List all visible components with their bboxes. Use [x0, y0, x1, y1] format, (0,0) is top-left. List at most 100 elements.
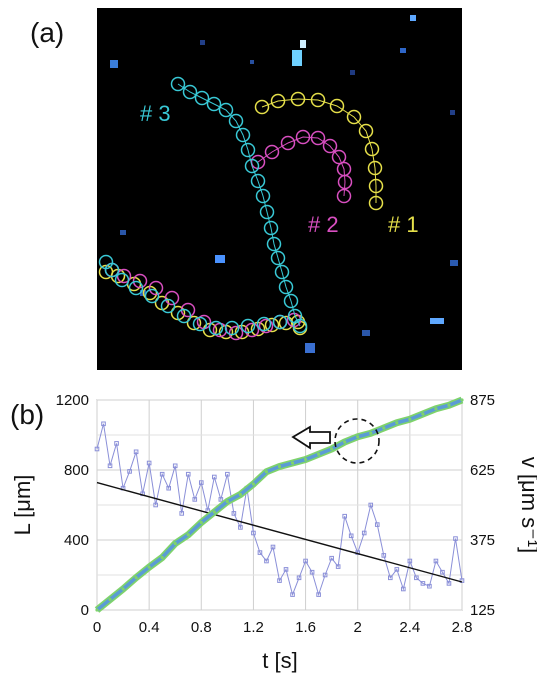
track-marker — [148, 280, 164, 296]
length-point — [343, 440, 347, 444]
speckle — [450, 260, 458, 266]
length-point — [277, 464, 282, 469]
velocity-point — [296, 575, 302, 581]
track-marker — [278, 279, 294, 295]
velocity-point — [153, 502, 158, 508]
velocity-point — [179, 511, 185, 516]
length-point — [460, 398, 464, 402]
length-point — [434, 407, 438, 411]
velocity-point — [440, 569, 445, 575]
y2-axis-label: v [μm s⁻¹] — [517, 457, 537, 553]
velocity-point — [94, 446, 100, 452]
velocity-point — [159, 471, 165, 477]
track-marker — [310, 130, 326, 146]
velocity-point — [433, 558, 439, 564]
speckle — [430, 318, 444, 324]
velocity-point — [348, 533, 354, 539]
track-marker — [358, 123, 374, 139]
length-point — [382, 426, 386, 430]
length-point — [330, 447, 334, 451]
track-marker — [240, 142, 256, 158]
track-marker — [270, 93, 286, 109]
track-marker — [346, 109, 362, 125]
dashed-circle-annotation — [334, 418, 380, 464]
length-point — [95, 608, 99, 612]
speckle — [292, 50, 302, 66]
length-point — [421, 412, 425, 416]
track-marker — [176, 308, 192, 324]
length-point — [369, 431, 373, 435]
track-marker — [322, 138, 338, 154]
length-point — [212, 510, 216, 514]
velocity-point — [101, 421, 106, 427]
track-marker — [244, 158, 260, 174]
track-marker — [367, 160, 383, 176]
velocity-point — [290, 592, 295, 597]
track-marker — [194, 90, 210, 106]
velocity-point — [133, 449, 139, 455]
velocity-point — [192, 497, 198, 502]
y-tick-label: 0 — [81, 602, 89, 619]
track-marker — [186, 315, 202, 331]
speckle — [250, 60, 254, 64]
track-marker — [274, 264, 290, 280]
x-axis-label: t [s] — [262, 648, 297, 673]
speckle — [200, 40, 205, 45]
length-point — [447, 403, 451, 407]
axis-ticks: 0 0.4 0.8 1.2 1.6 2 2.4 2.8 0 400 800 1200 125 375 625… — [56, 392, 495, 636]
velocity-point — [446, 581, 452, 586]
x-tick-label: 2.8 — [452, 619, 473, 636]
track-marker — [235, 127, 251, 143]
length-point — [356, 435, 360, 439]
length-point — [408, 417, 412, 421]
velocity-point — [114, 441, 119, 446]
track-marker — [280, 135, 296, 151]
velocity-point — [225, 471, 230, 477]
track-marker — [218, 102, 234, 118]
track-marker — [290, 91, 306, 107]
length-point — [160, 555, 164, 560]
length-point — [303, 457, 308, 462]
track-marker — [244, 322, 260, 338]
velocity-point — [459, 578, 465, 583]
length-point — [108, 597, 112, 602]
velocity-point — [277, 578, 282, 583]
x-tick-label: 2 — [354, 619, 362, 636]
y-tick-label: 800 — [64, 462, 89, 479]
speckle — [300, 40, 306, 48]
y2-tick-label: 875 — [470, 392, 495, 409]
length-point — [147, 565, 151, 569]
length-point — [238, 492, 242, 497]
velocity-point — [427, 583, 432, 589]
track-marker — [264, 144, 280, 160]
track-marker — [160, 298, 176, 314]
speckle — [110, 60, 118, 68]
speckle — [400, 48, 406, 53]
left-arrow-icon — [291, 425, 331, 450]
y2-tick-label: 375 — [470, 532, 495, 549]
velocity-point — [420, 581, 426, 586]
panel-a-label: (a) — [30, 17, 64, 48]
velocity-point — [172, 463, 178, 469]
length-point — [186, 533, 190, 537]
velocity-point — [309, 569, 315, 575]
track-marker — [364, 141, 380, 157]
track-marker — [270, 250, 286, 266]
track-marker — [329, 98, 345, 114]
track-marker — [295, 129, 311, 145]
panel-b-label: (b) — [10, 399, 44, 430]
track-marker — [368, 178, 384, 194]
x-tick-label: 0.4 — [139, 619, 160, 636]
velocity-point — [185, 471, 191, 477]
length-point — [317, 452, 321, 456]
speckle — [410, 15, 416, 21]
track-marker — [310, 92, 326, 108]
track-marker — [336, 188, 352, 204]
velocity-line — [96, 423, 463, 597]
velocity-point — [270, 544, 276, 550]
velocity-point — [453, 536, 458, 541]
track-marker — [240, 318, 256, 334]
length-point — [134, 576, 138, 580]
x-tick-label: 1.6 — [295, 619, 316, 636]
